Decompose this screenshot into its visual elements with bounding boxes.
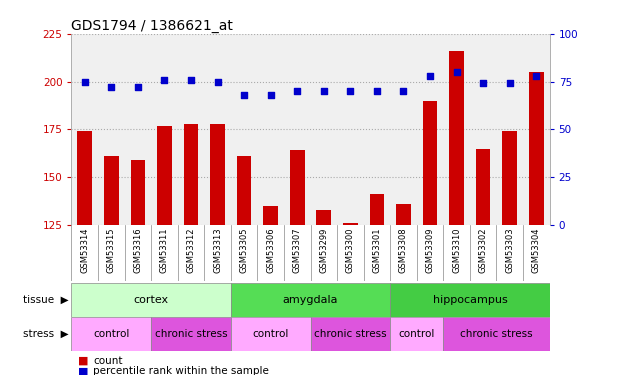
Text: control: control — [93, 329, 129, 339]
Point — [478, 81, 488, 87]
Bar — [231, 317, 310, 351]
Text: count: count — [93, 356, 123, 366]
Bar — [151, 317, 231, 351]
Bar — [290, 150, 304, 225]
Point — [239, 92, 249, 98]
Text: amygdala: amygdala — [283, 295, 338, 305]
Bar — [443, 317, 550, 351]
Text: GSM53316: GSM53316 — [134, 228, 142, 273]
Bar — [369, 194, 384, 225]
Text: GSM53303: GSM53303 — [505, 228, 514, 273]
Text: ■: ■ — [78, 366, 88, 375]
Text: GSM53300: GSM53300 — [346, 228, 355, 273]
Text: chronic stress: chronic stress — [155, 329, 227, 339]
Text: GSM53308: GSM53308 — [399, 228, 408, 273]
Bar — [130, 160, 145, 225]
Bar — [231, 283, 390, 317]
Point — [345, 88, 355, 94]
Text: GSM53299: GSM53299 — [319, 228, 329, 273]
Text: GSM53306: GSM53306 — [266, 228, 275, 273]
Point — [372, 88, 382, 94]
Point — [106, 84, 116, 90]
Text: GSM53301: GSM53301 — [373, 228, 381, 273]
Bar — [529, 72, 543, 225]
Point — [266, 92, 276, 98]
Bar — [396, 204, 410, 225]
Point — [425, 73, 435, 79]
Bar — [343, 223, 358, 225]
Point — [160, 76, 170, 82]
Text: stress  ▶: stress ▶ — [23, 329, 68, 339]
Bar — [211, 124, 225, 225]
Text: GSM53302: GSM53302 — [479, 228, 487, 273]
Text: hippocampus: hippocampus — [432, 295, 507, 305]
Text: cortex: cortex — [134, 295, 169, 305]
Text: control: control — [399, 329, 435, 339]
Text: GSM53311: GSM53311 — [160, 228, 169, 273]
Bar — [104, 156, 119, 225]
Text: GDS1794 / 1386621_at: GDS1794 / 1386621_at — [71, 19, 233, 33]
Text: GSM53309: GSM53309 — [425, 228, 435, 273]
Text: tissue  ▶: tissue ▶ — [23, 295, 68, 305]
Text: GSM53305: GSM53305 — [240, 228, 248, 273]
Bar — [310, 317, 390, 351]
Text: percentile rank within the sample: percentile rank within the sample — [93, 366, 269, 375]
Bar — [237, 156, 252, 225]
Point — [133, 84, 143, 90]
Bar — [450, 51, 464, 225]
Bar — [476, 148, 491, 225]
Text: GSM53310: GSM53310 — [452, 228, 461, 273]
Text: GSM53307: GSM53307 — [292, 228, 302, 273]
Point — [505, 81, 515, 87]
Bar — [71, 317, 151, 351]
Bar — [390, 317, 443, 351]
Point — [186, 76, 196, 82]
Bar — [423, 101, 437, 225]
Bar — [184, 124, 198, 225]
Bar — [71, 283, 231, 317]
Bar — [502, 131, 517, 225]
Text: GSM53312: GSM53312 — [186, 228, 196, 273]
Point — [79, 79, 89, 85]
Text: control: control — [253, 329, 289, 339]
Text: chronic stress: chronic stress — [460, 329, 533, 339]
Bar — [78, 131, 92, 225]
Text: ■: ■ — [78, 356, 88, 366]
Text: chronic stress: chronic stress — [314, 329, 387, 339]
Point — [451, 69, 461, 75]
Text: GSM53304: GSM53304 — [532, 228, 541, 273]
Text: GSM53313: GSM53313 — [213, 228, 222, 273]
Point — [399, 88, 409, 94]
Point — [292, 88, 302, 94]
Point — [212, 79, 222, 85]
Point — [532, 73, 542, 79]
Bar — [317, 210, 331, 225]
Bar — [157, 126, 171, 225]
Point — [319, 88, 329, 94]
Bar — [390, 283, 550, 317]
Text: GSM53315: GSM53315 — [107, 228, 116, 273]
Bar — [263, 206, 278, 225]
Text: GSM53314: GSM53314 — [80, 228, 89, 273]
